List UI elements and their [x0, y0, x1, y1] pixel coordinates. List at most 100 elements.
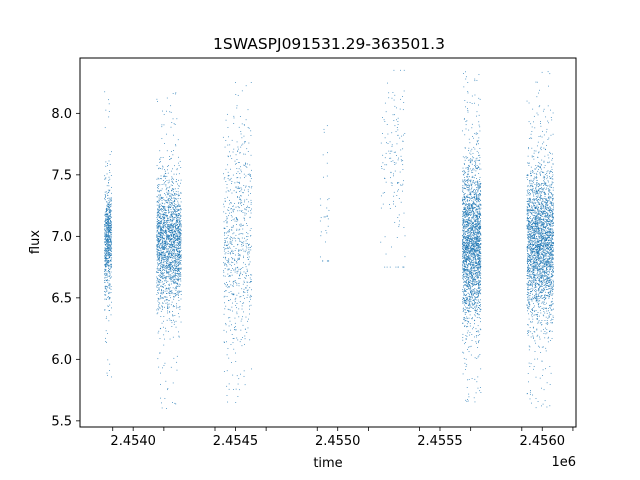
data-point: [164, 270, 165, 271]
data-point: [171, 247, 172, 249]
data-point: [158, 238, 159, 240]
data-point: [232, 250, 234, 252]
data-point: [323, 216, 325, 218]
data-point: [170, 291, 172, 293]
data-point: [177, 263, 179, 264]
data-point: [178, 217, 180, 219]
data-point: [105, 258, 106, 260]
data-point: [470, 239, 472, 240]
data-point: [387, 133, 389, 135]
data-point: [166, 265, 168, 267]
data-point: [174, 244, 176, 246]
data-point: [157, 284, 158, 286]
data-point: [109, 224, 111, 226]
data-point: [473, 215, 474, 217]
data-point: [477, 297, 479, 298]
data-point: [466, 236, 468, 238]
data-point: [180, 217, 181, 219]
data-point: [180, 216, 182, 217]
data-point: [231, 239, 233, 241]
data-point: [105, 211, 107, 212]
data-point: [175, 210, 176, 212]
data-point: [180, 208, 182, 210]
data-point: [231, 285, 233, 287]
data-point: [104, 212, 106, 214]
data-point: [109, 228, 111, 230]
data-point: [176, 307, 177, 309]
data-point: [161, 322, 163, 324]
data-point: [475, 245, 477, 247]
data-point: [170, 266, 172, 268]
data-point: [159, 161, 161, 163]
data-point: [231, 181, 233, 182]
data-point: [391, 132, 393, 134]
data-point: [226, 331, 227, 333]
data-point: [171, 189, 173, 191]
data-point: [464, 261, 466, 262]
data-point: [180, 291, 182, 293]
data-point: [171, 326, 173, 327]
data-point: [160, 232, 162, 234]
data-point: [173, 281, 175, 283]
data-point: [178, 253, 180, 255]
data-point: [462, 167, 464, 169]
data-point: [161, 253, 163, 255]
data-point: [163, 207, 164, 209]
data-point: [236, 186, 238, 188]
data-point: [170, 244, 172, 246]
data-point: [463, 233, 465, 235]
data-point: [165, 287, 167, 289]
data-point: [159, 205, 161, 207]
data-point: [163, 248, 164, 250]
data-point: [156, 239, 158, 240]
data-point: [234, 317, 236, 319]
chart-title: 1SWASPJ091531.29-363501.3: [213, 35, 445, 53]
data-point: [105, 244, 106, 245]
data-point: [232, 310, 234, 312]
data-point: [476, 226, 477, 228]
data-point: [110, 250, 112, 251]
data-point: [171, 270, 172, 272]
data-point: [464, 219, 466, 221]
data-point: [108, 253, 110, 255]
data-point: [178, 336, 180, 338]
data-point: [167, 200, 169, 201]
data-point: [168, 300, 170, 302]
data-point: [169, 251, 170, 253]
data-point: [247, 258, 249, 260]
data-point: [228, 309, 230, 311]
data-point: [232, 210, 234, 212]
data-point: [109, 297, 111, 298]
data-point: [109, 269, 110, 270]
data-point: [172, 216, 173, 217]
data-point: [159, 195, 161, 197]
data-point: [382, 154, 384, 156]
data-point: [179, 239, 181, 241]
data-point: [465, 255, 467, 257]
data-point: [157, 177, 159, 179]
data-point: [169, 218, 171, 220]
data-point: [229, 199, 230, 201]
data-point: [250, 174, 251, 176]
data-point: [234, 300, 236, 302]
data-point: [169, 264, 171, 266]
data-point: [171, 214, 173, 215]
data-point: [158, 211, 159, 213]
data-point: [470, 241, 472, 242]
data-point: [464, 318, 466, 319]
data-point: [156, 98, 158, 100]
data-point: [228, 136, 229, 138]
data-point: [235, 361, 237, 362]
data-point: [109, 292, 111, 294]
data-point: [105, 257, 107, 259]
data-point: [168, 292, 170, 294]
data-point: [469, 282, 471, 283]
data-point: [168, 274, 170, 276]
data-point: [474, 269, 476, 271]
data-point: [109, 207, 111, 209]
data-point: [180, 254, 182, 256]
data-point: [168, 245, 170, 247]
data-point: [105, 249, 107, 251]
data-point: [245, 266, 247, 268]
